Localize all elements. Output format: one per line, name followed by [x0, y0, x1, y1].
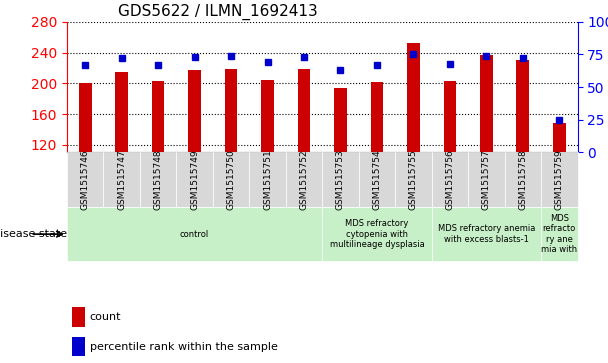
Text: GSM1515749: GSM1515749: [190, 149, 199, 210]
Bar: [151, 81, 164, 237]
Bar: [188, 70, 201, 237]
FancyBboxPatch shape: [176, 152, 213, 207]
Text: GSM1515750: GSM1515750: [227, 149, 235, 210]
Bar: [370, 82, 383, 237]
FancyBboxPatch shape: [432, 207, 541, 261]
FancyBboxPatch shape: [213, 152, 249, 207]
Bar: [334, 88, 347, 237]
Text: GSM1515758: GSM1515758: [519, 149, 527, 210]
Text: MDS refractory
cytopenia with
multilineage dysplasia: MDS refractory cytopenia with multilinea…: [330, 219, 424, 249]
Bar: [297, 69, 310, 237]
FancyBboxPatch shape: [359, 152, 395, 207]
Text: GSM1515752: GSM1515752: [300, 149, 308, 210]
FancyBboxPatch shape: [468, 152, 505, 207]
Text: GSM1515746: GSM1515746: [81, 149, 89, 210]
Bar: [115, 72, 128, 237]
Text: GSM1515755: GSM1515755: [409, 149, 418, 210]
Text: GSM1515747: GSM1515747: [117, 149, 126, 210]
Text: GSM1515753: GSM1515753: [336, 149, 345, 210]
Text: percentile rank within the sample: percentile rank within the sample: [90, 342, 278, 352]
FancyBboxPatch shape: [541, 152, 578, 207]
FancyBboxPatch shape: [395, 152, 432, 207]
Bar: [516, 60, 529, 237]
FancyBboxPatch shape: [67, 152, 103, 207]
Text: GSM1515756: GSM1515756: [446, 149, 454, 210]
Bar: [407, 42, 420, 237]
FancyBboxPatch shape: [140, 152, 176, 207]
Text: control: control: [180, 230, 209, 238]
Text: GSM1515751: GSM1515751: [263, 149, 272, 210]
Bar: [553, 123, 565, 237]
Text: GDS5622 / ILMN_1692413: GDS5622 / ILMN_1692413: [118, 4, 318, 20]
FancyBboxPatch shape: [249, 152, 286, 207]
Bar: [72, 307, 85, 327]
Text: GSM1515754: GSM1515754: [373, 149, 381, 210]
Bar: [72, 337, 85, 356]
FancyBboxPatch shape: [432, 152, 468, 207]
Text: GSM1515757: GSM1515757: [482, 149, 491, 210]
FancyBboxPatch shape: [322, 152, 359, 207]
Text: MDS refractory anemia
with excess blasts-1: MDS refractory anemia with excess blasts…: [438, 224, 535, 244]
FancyBboxPatch shape: [322, 207, 432, 261]
Bar: [443, 81, 456, 237]
Text: count: count: [90, 312, 122, 322]
FancyBboxPatch shape: [67, 207, 322, 261]
FancyBboxPatch shape: [103, 152, 140, 207]
Bar: [480, 55, 492, 237]
Bar: [78, 82, 91, 237]
FancyBboxPatch shape: [541, 207, 578, 261]
Text: disease state: disease state: [0, 229, 67, 239]
Text: GSM1515748: GSM1515748: [154, 149, 162, 210]
FancyBboxPatch shape: [286, 152, 322, 207]
Text: MDS
refracto
ry ane
mia with: MDS refracto ry ane mia with: [541, 214, 578, 254]
Text: GSM1515759: GSM1515759: [555, 149, 564, 210]
Bar: [261, 80, 274, 237]
Bar: [225, 69, 237, 237]
FancyBboxPatch shape: [505, 152, 541, 207]
